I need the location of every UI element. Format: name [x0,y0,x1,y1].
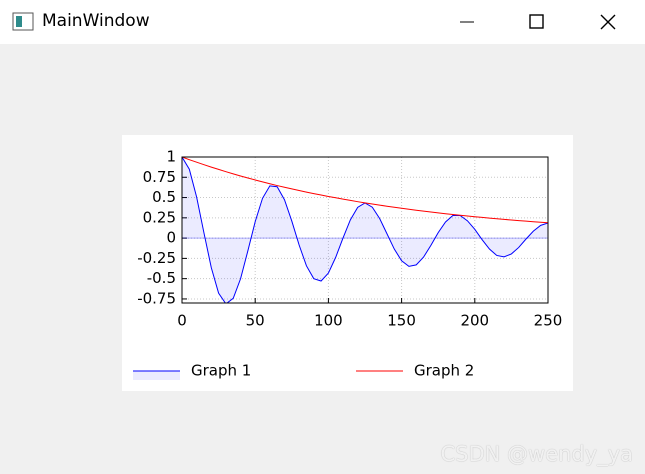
y-tick-label: 1 [166,148,176,166]
title-bar: MainWindow [0,0,645,44]
watermark: CSDN @wendy_ya [440,442,633,466]
title-icons [12,12,616,31]
x-tick-label: 150 [387,312,416,330]
x-tick-label: 50 [246,312,265,330]
x-tick-label: 0 [177,312,187,330]
x-tick-label: 100 [314,312,343,330]
legend-label: Graph 1 [191,362,251,380]
y-tick-label: -0.75 [137,289,176,307]
area [182,157,548,303]
y-tick-label: 0 [166,229,176,247]
line [182,157,548,224]
close-button[interactable] [600,14,616,30]
y-tick-label: -0.25 [137,249,176,267]
y-tick-label: 0.25 [143,208,176,226]
x-tick-label: 200 [460,312,489,330]
app-icon-part [16,16,22,27]
y-tick-label: 0.5 [152,188,176,206]
axis-box [181,156,549,304]
legend-swatch [133,371,180,380]
maximize-button[interactable] [529,14,544,29]
x-tick-label: 250 [534,312,563,330]
window-title: MainWindow [42,11,150,31]
y-tick-label: -0.5 [147,269,176,287]
y-tick-label: 0.75 [143,168,176,186]
legend-label: Graph 2 [414,362,474,380]
